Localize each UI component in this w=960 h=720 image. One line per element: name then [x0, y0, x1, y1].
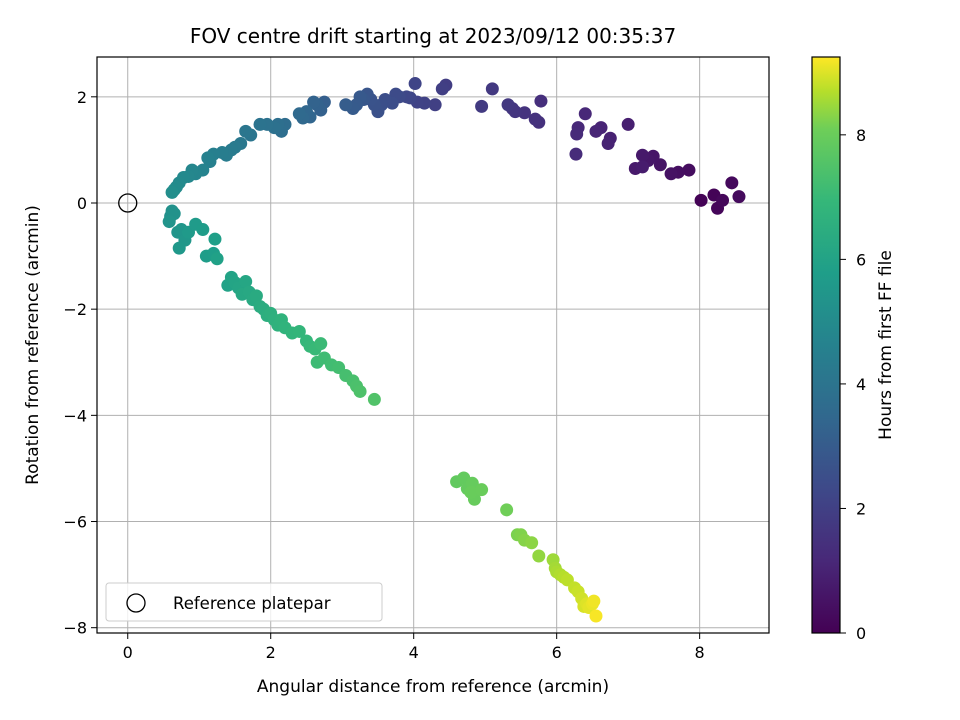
data-point: [172, 241, 186, 255]
data-point: [196, 223, 210, 237]
y-axis-label: Rotation from reference (arcmin): [23, 205, 43, 485]
data-point: [475, 483, 489, 497]
data-point: [239, 124, 253, 138]
data-point: [569, 147, 583, 161]
plot-frame: [96, 56, 770, 634]
x-tick-label: 4: [409, 643, 419, 662]
data-point: [635, 148, 649, 162]
x-tick-label: 2: [266, 643, 276, 662]
data-point: [534, 94, 548, 108]
x-axis-label: Angular distance from reference (arcmin): [257, 677, 609, 697]
y-tick-label: −6: [63, 513, 87, 532]
data-point: [501, 98, 515, 112]
colorbar-gradient: [811, 56, 841, 634]
data-point: [528, 112, 542, 126]
colorbar-tick-label: 0: [856, 624, 866, 643]
data-point: [664, 167, 678, 181]
colorbar: 0 2 4 6 8 Hours from first FF file: [811, 56, 896, 643]
y-tick-label: 2: [77, 88, 87, 107]
grid: [97, 57, 769, 633]
y-tick-label: −2: [63, 300, 87, 319]
data-point: [570, 127, 584, 141]
legend-marker: [126, 593, 146, 613]
colorbar-label: Hours from first FF file: [876, 250, 896, 440]
data-point: [408, 77, 422, 91]
data-point: [307, 95, 321, 109]
y-tick-label: −8: [63, 619, 87, 638]
data-point: [165, 185, 179, 199]
data-point: [253, 117, 267, 131]
data-point: [589, 124, 603, 138]
x-tick-label: 8: [695, 643, 705, 662]
x-tick-label: 6: [552, 643, 562, 662]
data-point: [249, 289, 263, 303]
data-point: [475, 99, 489, 113]
y-tick-label: −4: [63, 406, 87, 425]
data-point: [162, 215, 176, 229]
colorbar-tick-label: 6: [856, 250, 866, 269]
data-point: [353, 384, 367, 398]
data-point: [621, 117, 635, 131]
data-point: [428, 98, 442, 112]
data-point: [464, 485, 478, 499]
y-axis-ticks: −8 −6 −4 −2 0 2: [63, 88, 97, 638]
data-point: [208, 232, 222, 246]
data-point: [435, 82, 449, 96]
data-points: [162, 77, 746, 623]
legend-box: [105, 582, 383, 622]
data-point: [532, 549, 546, 563]
data-point: [314, 337, 328, 351]
data-point: [682, 163, 696, 177]
data-point: [578, 107, 592, 121]
data-point: [500, 503, 514, 517]
data-point: [589, 609, 603, 623]
reference-marker: [118, 193, 138, 213]
data-point: [525, 536, 539, 550]
legend: Reference platepar: [105, 582, 383, 622]
x-axis-ticks: 0 2 4 6 8: [123, 633, 705, 662]
data-point: [653, 158, 667, 172]
data-point: [587, 594, 601, 608]
reference-point: [118, 193, 138, 213]
data-point: [732, 190, 746, 204]
data-point: [292, 107, 306, 121]
data-point: [210, 252, 224, 266]
data-point: [635, 160, 649, 174]
x-tick-label: 0: [123, 643, 133, 662]
data-point: [694, 193, 708, 207]
data-point: [485, 82, 499, 96]
data-point: [716, 193, 730, 207]
colorbar-tick-label: 2: [856, 499, 866, 518]
data-point: [201, 151, 215, 165]
colorbar-tick-label: 4: [856, 375, 866, 394]
data-point: [339, 98, 353, 112]
y-tick-label: 0: [77, 194, 87, 213]
data-point: [239, 275, 253, 289]
chart-title: FOV centre drift starting at 2023/09/12 …: [190, 24, 676, 48]
data-point: [725, 176, 739, 190]
data-point: [601, 137, 615, 151]
legend-label: Reference platepar: [173, 594, 331, 613]
colorbar-tick-label: 8: [856, 126, 866, 145]
colorbar-ticks: 0 2 4 6 8: [840, 126, 866, 643]
data-point: [367, 392, 381, 406]
data-point: [292, 324, 306, 338]
